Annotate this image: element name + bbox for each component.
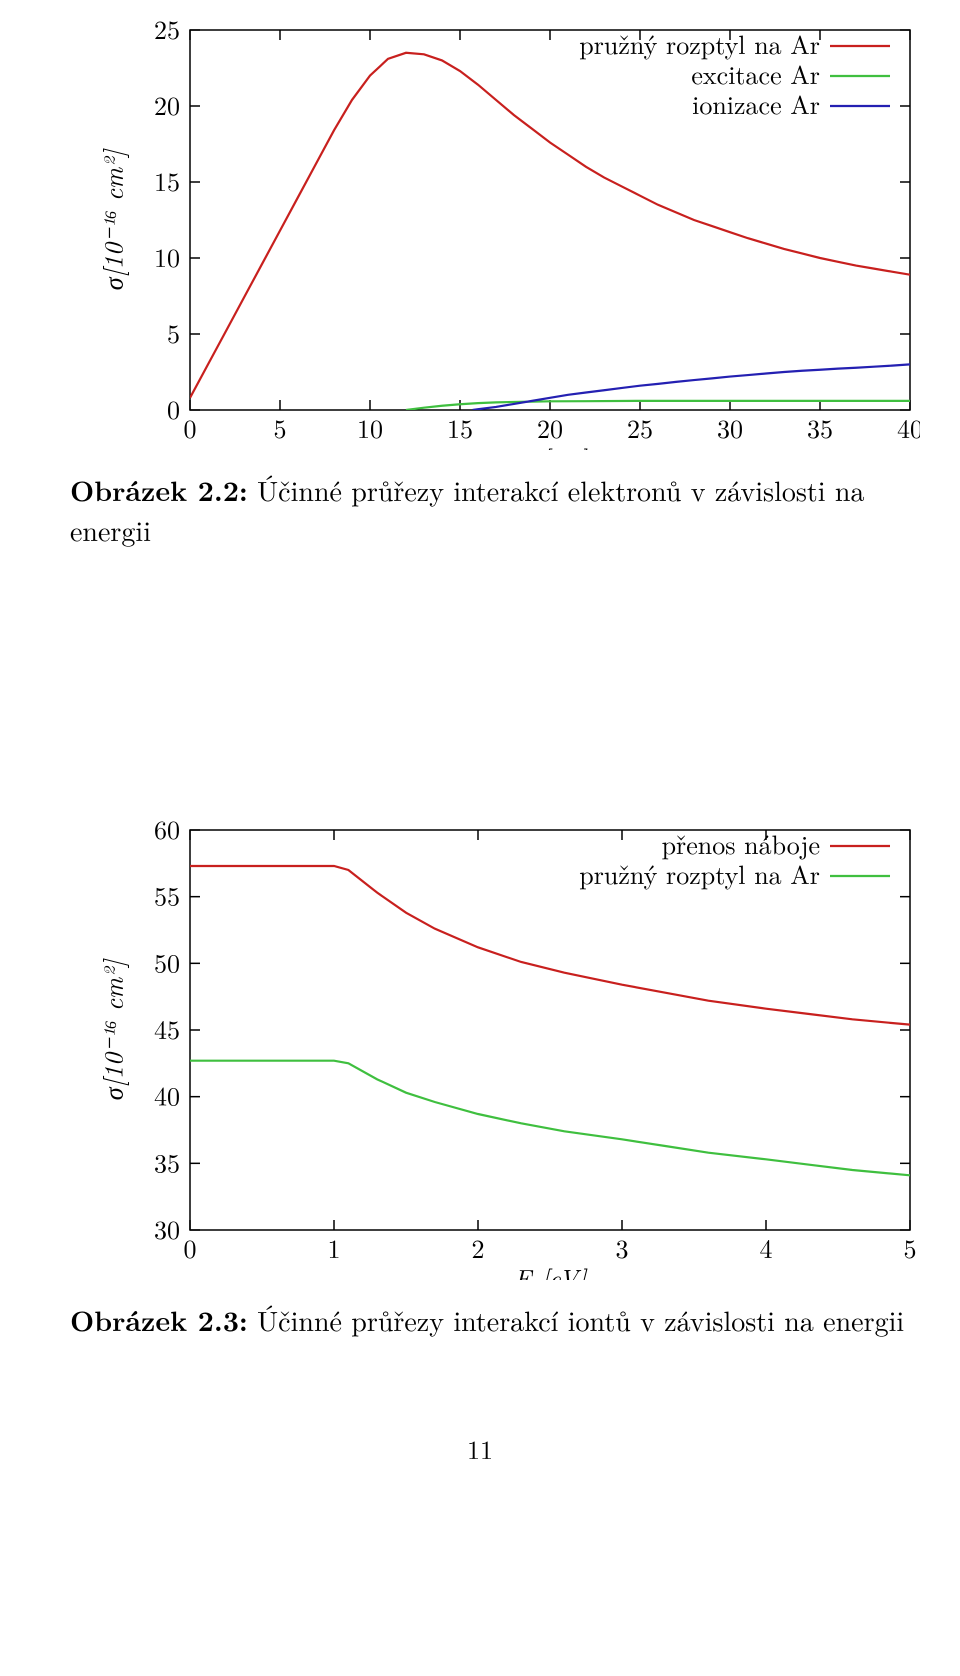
svg-text:20: 20	[154, 86, 180, 123]
svg-text:40: 40	[897, 409, 920, 446]
svg-text:55: 55	[154, 877, 180, 914]
svg-text:5: 5	[167, 314, 180, 351]
svg-text:30: 30	[154, 1210, 180, 1247]
vertical-spacer	[40, 590, 920, 820]
caption-2: Obrázek 2.3: Účinné průřezy interakcí io…	[70, 1300, 920, 1340]
svg-text:25: 25	[154, 20, 180, 47]
svg-text:35: 35	[807, 409, 833, 446]
svg-text:5: 5	[273, 409, 286, 446]
caption-1-label: Obrázek 2.2:	[70, 470, 248, 510]
caption-2-label: Obrázek 2.3:	[70, 1300, 248, 1340]
caption-2-text: Účinné průřezy interakcí iontů v závislo…	[248, 1300, 904, 1340]
svg-text:0: 0	[183, 1229, 196, 1266]
svg-text:15: 15	[447, 409, 473, 446]
page-number: 11	[40, 1430, 920, 1467]
svg-text:ionizace Ar: ionizace Ar	[692, 85, 820, 122]
chart-2-svg: 01234530354045505560E [eV]přenos nábojep…	[100, 820, 920, 1280]
svg-text:E [eV]: E [eV]	[514, 1259, 588, 1280]
chart-1-svg: 05101520253035400510152025E [eV]pružný r…	[100, 20, 920, 450]
svg-text:50: 50	[154, 943, 180, 980]
svg-text:10: 10	[154, 238, 180, 275]
svg-text:15: 15	[154, 162, 180, 199]
svg-text:5: 5	[903, 1229, 916, 1266]
y-axis-label: σ[10⁻¹⁶ cm²]	[94, 150, 131, 290]
chart-1-wrap: 05101520253035400510152025E [eV]pružný r…	[100, 20, 920, 450]
svg-text:E [eV]: E [eV]	[514, 439, 588, 450]
svg-text:40: 40	[154, 1077, 180, 1114]
svg-text:45: 45	[154, 1010, 180, 1047]
svg-text:0: 0	[183, 409, 196, 446]
svg-text:2: 2	[471, 1229, 484, 1266]
y-axis-label: σ[10⁻¹⁶ cm²]	[94, 960, 131, 1100]
svg-text:10: 10	[357, 409, 383, 446]
caption-1: Obrázek 2.2: Účinné průřezy interakcí el…	[70, 470, 920, 550]
chart-2-wrap: 01234530354045505560E [eV]přenos nábojep…	[100, 820, 920, 1280]
figure-2-2: 05101520253035400510152025E [eV]pružný r…	[40, 20, 920, 550]
svg-text:35: 35	[154, 1143, 180, 1180]
svg-text:0: 0	[167, 390, 180, 427]
svg-text:3: 3	[615, 1229, 628, 1266]
figure-2-3: 01234530354045505560E [eV]přenos nábojep…	[40, 820, 920, 1340]
svg-text:60: 60	[154, 820, 180, 847]
svg-text:1: 1	[327, 1229, 340, 1266]
svg-text:4: 4	[759, 1229, 772, 1266]
svg-text:pružný rozptyl na Ar: pružný rozptyl na Ar	[579, 855, 820, 892]
svg-text:30: 30	[717, 409, 743, 446]
svg-text:25: 25	[627, 409, 653, 446]
